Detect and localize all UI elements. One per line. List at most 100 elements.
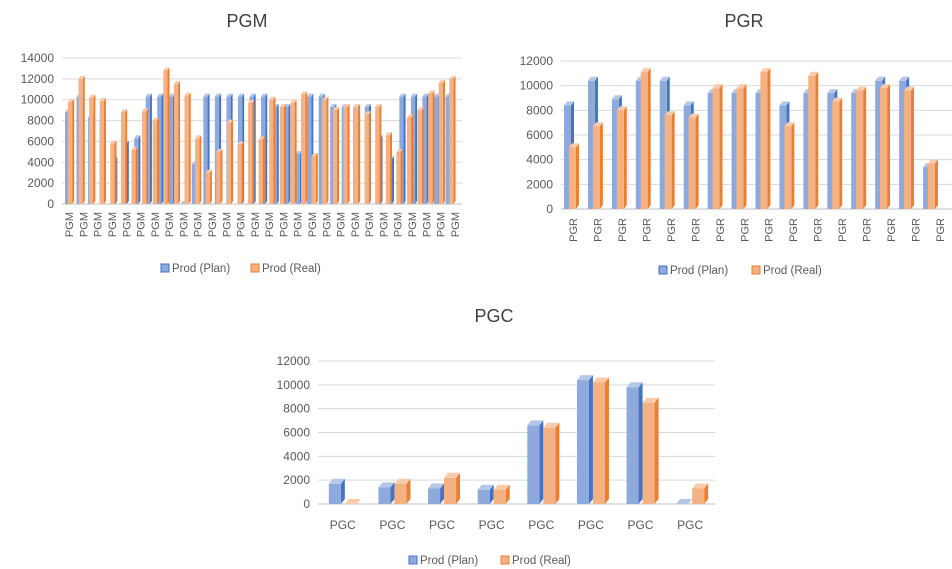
pgr-x-tick-label: PGR — [739, 218, 751, 242]
pgc-y-tick-label: 12000 — [277, 354, 311, 368]
pgr-x-tick-label: PGR — [935, 218, 947, 242]
pgm-x-tick-label: PGM — [321, 212, 333, 237]
pgm-x-tick-label: PGM — [136, 212, 148, 237]
pgr-real-bar — [568, 143, 579, 209]
pgm-real-bar — [364, 111, 371, 204]
pgc-y-tick-label: 0 — [303, 497, 310, 511]
pgr-real-bar — [808, 71, 819, 209]
pgr-real-bar — [832, 97, 843, 209]
pgc-legend: Prod (Plan) Prod (Real) — [408, 555, 571, 567]
pgc-legend-plan-label: Prod (Plan) — [420, 555, 478, 567]
pgm-real-bar — [258, 136, 265, 204]
pgr-y-tick-label: 2000 — [526, 177, 553, 191]
pgm-real-bar — [353, 104, 361, 204]
pgm-real-bar — [406, 114, 414, 204]
pgr-x-tick-label: PGR — [886, 218, 898, 242]
pgr-legend-plan-label: Prod (Plan) — [670, 265, 728, 277]
pgr-real-bar — [927, 159, 938, 209]
pgr-x-tick-label: PGR — [593, 218, 605, 242]
pgr-real-bar — [736, 84, 747, 209]
pgc-plan-bar — [576, 375, 593, 504]
pgc-bars — [328, 375, 709, 504]
pgm-real-bar — [279, 104, 287, 204]
pgm-real-bar — [184, 92, 191, 204]
pgm-x-tick-label: PGM — [221, 212, 233, 237]
pgr-real-bar — [880, 84, 891, 209]
pgr-x-tick-label: PGR — [666, 218, 678, 242]
pgr-real-bar — [856, 86, 867, 209]
pgr-real-bar — [640, 68, 651, 209]
pgc-x-tick-label: PGC — [528, 518, 554, 532]
pgm-plan-bar — [422, 93, 429, 204]
pgm-real-bar — [343, 104, 350, 204]
pgr-x-tick-label: PGR — [788, 218, 800, 242]
pgc-legend-real-label: Prod (Real) — [512, 555, 571, 567]
pgc-x-tick-label: PGC — [330, 518, 356, 532]
pgc-legend-real-swatch — [500, 555, 510, 565]
pgm-real-bar — [428, 90, 435, 204]
pgm-x-tick-label: PGM — [107, 212, 119, 237]
pgm-x-axis: PGM PGM PGM PGM PGM PGM PGM PGM PGM PGM PGM PGM PGM P… — [64, 212, 462, 237]
pgc-plan-bar — [477, 484, 494, 504]
pgr-y-tick-label: 10000 — [520, 79, 554, 93]
pgm-real-bar — [226, 119, 234, 204]
pgm-real-bar — [205, 169, 212, 204]
pgm-y-tick-label: 12000 — [21, 72, 55, 86]
pgr-legend-real-swatch — [751, 265, 761, 275]
pgm-real-bar — [237, 141, 244, 204]
pgc-x-tick-label: PGC — [429, 518, 455, 532]
pgm-x-tick-label: PGM — [93, 212, 105, 237]
pgr-real-bar — [616, 106, 627, 209]
pgc-plan-bar — [378, 482, 395, 504]
pgr-x-tick-label: PGR — [861, 218, 873, 242]
pgm-x-tick-label: PGM — [278, 212, 290, 237]
pgm-x-tick-label: PGM — [78, 212, 90, 237]
pgc-x-tick-label: PGC — [479, 518, 505, 532]
pgm-real-bar — [67, 98, 75, 204]
pgm-real-bar — [396, 148, 403, 204]
pgm-legend-plan-label: Prod (Plan) — [172, 263, 230, 275]
pgm-y-tick-label: 4000 — [27, 155, 54, 169]
pgm-x-tick-label: PGM — [450, 212, 462, 237]
pgm-x-tick-label: PGM — [264, 212, 276, 237]
pgm-y-tick-label: 14000 — [21, 51, 55, 65]
pgc-x-tick-label: PGC — [578, 518, 604, 532]
pgr-x-tick-label: PGR — [764, 218, 776, 242]
pgc-plan-bar — [428, 483, 445, 504]
pgm-legend-real-swatch — [250, 263, 260, 273]
pgm-x-tick-label: PGM — [293, 212, 305, 237]
pgc-plan-bar — [328, 478, 345, 504]
pgc-plan-bar — [626, 382, 643, 504]
pgm-real-bar — [131, 146, 138, 204]
pgm-real-bar — [269, 96, 276, 204]
pgm-y-tick-label: 8000 — [27, 114, 54, 128]
pgm-x-tick-label: PGM — [207, 212, 219, 237]
pgm-x-tick-label: PGM — [378, 212, 390, 237]
pgc-real-bar — [344, 499, 361, 504]
pgr-y-tick-label: 12000 — [520, 54, 554, 68]
pgm-real-bar — [163, 67, 170, 204]
pgm-x-tick-label: PGM — [64, 212, 76, 237]
pgc-plan-bar — [676, 499, 693, 504]
pgm-real-bar — [322, 96, 329, 204]
pgm-x-tick-label: PGM — [364, 212, 376, 237]
pgm-x-tick-label: PGM — [307, 212, 319, 237]
pgm-real-bar — [173, 81, 181, 204]
pgr-legend-real-label: Prod (Real) — [763, 265, 822, 277]
pgm-legend-plan-swatch — [160, 263, 170, 273]
pgr-x-tick-label: PGR — [690, 218, 702, 242]
pgm-x-tick-label: PGM — [421, 212, 433, 237]
pgr-y-axis: 0 2000 4000 6000 8000 10000 12000 — [520, 54, 554, 216]
pgm-real-bar — [449, 75, 456, 204]
pgc-plan-bar — [527, 420, 544, 504]
pgr-x-tick-label: PGR — [813, 218, 825, 242]
pgm-real-bar — [195, 135, 202, 204]
pgm-chart-title: PGM — [226, 11, 267, 31]
pgm-x-tick-label: PGM — [436, 212, 448, 237]
pgm-plan-bar — [157, 93, 164, 204]
pgc-real-bar — [592, 377, 609, 504]
pgm-real-bar — [438, 80, 445, 204]
pgm-real-bar — [385, 132, 392, 204]
pgr-y-tick-label: 0 — [546, 202, 553, 216]
